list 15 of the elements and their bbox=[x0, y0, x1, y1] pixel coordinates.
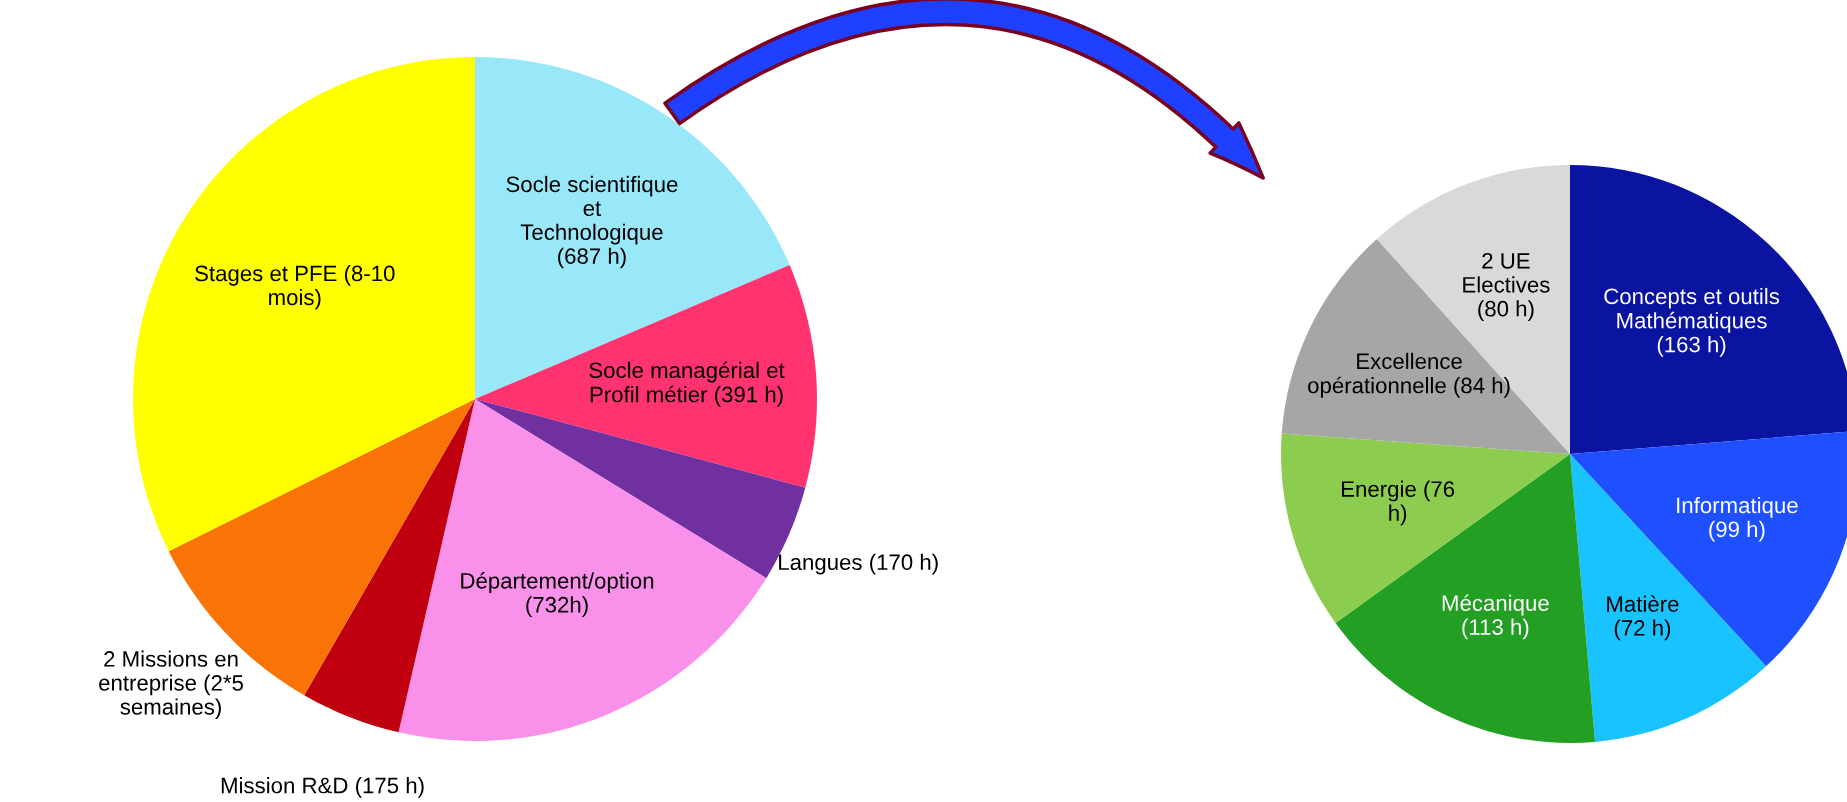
slice-label: Département/option (732h) bbox=[461, 572, 654, 617]
slice-label: Matière (72 h) bbox=[1607, 595, 1679, 641]
slice-label: 2 Missions en entreprise (2*5 semaines) bbox=[99, 650, 243, 720]
slice-label: Mission R&D (175 h) bbox=[221, 777, 424, 798]
slice-label: Mécanique (113 h) bbox=[1442, 594, 1549, 640]
slice-label: Informatique (99 h) bbox=[1677, 496, 1798, 542]
slice-label: Concepts et outils Mathématiques (163 h) bbox=[1604, 287, 1780, 357]
slice-label: Energie (76 h) bbox=[1342, 480, 1455, 526]
slice-label: 2 UE Electives (80 h) bbox=[1463, 252, 1550, 321]
slice-label: Stages et PFE (8-10 mois) bbox=[195, 264, 395, 310]
slice-label: Socle scientifique et Technologique (687 h) bbox=[506, 175, 678, 269]
slice-label: Excellence opérationnelle (84 h) bbox=[1308, 352, 1510, 398]
slice-label: Socle managérial et Profil métier (391 h) bbox=[589, 361, 785, 407]
slice-label: Langues (170 h) bbox=[779, 553, 938, 575]
pie-slice bbox=[133, 57, 475, 552]
